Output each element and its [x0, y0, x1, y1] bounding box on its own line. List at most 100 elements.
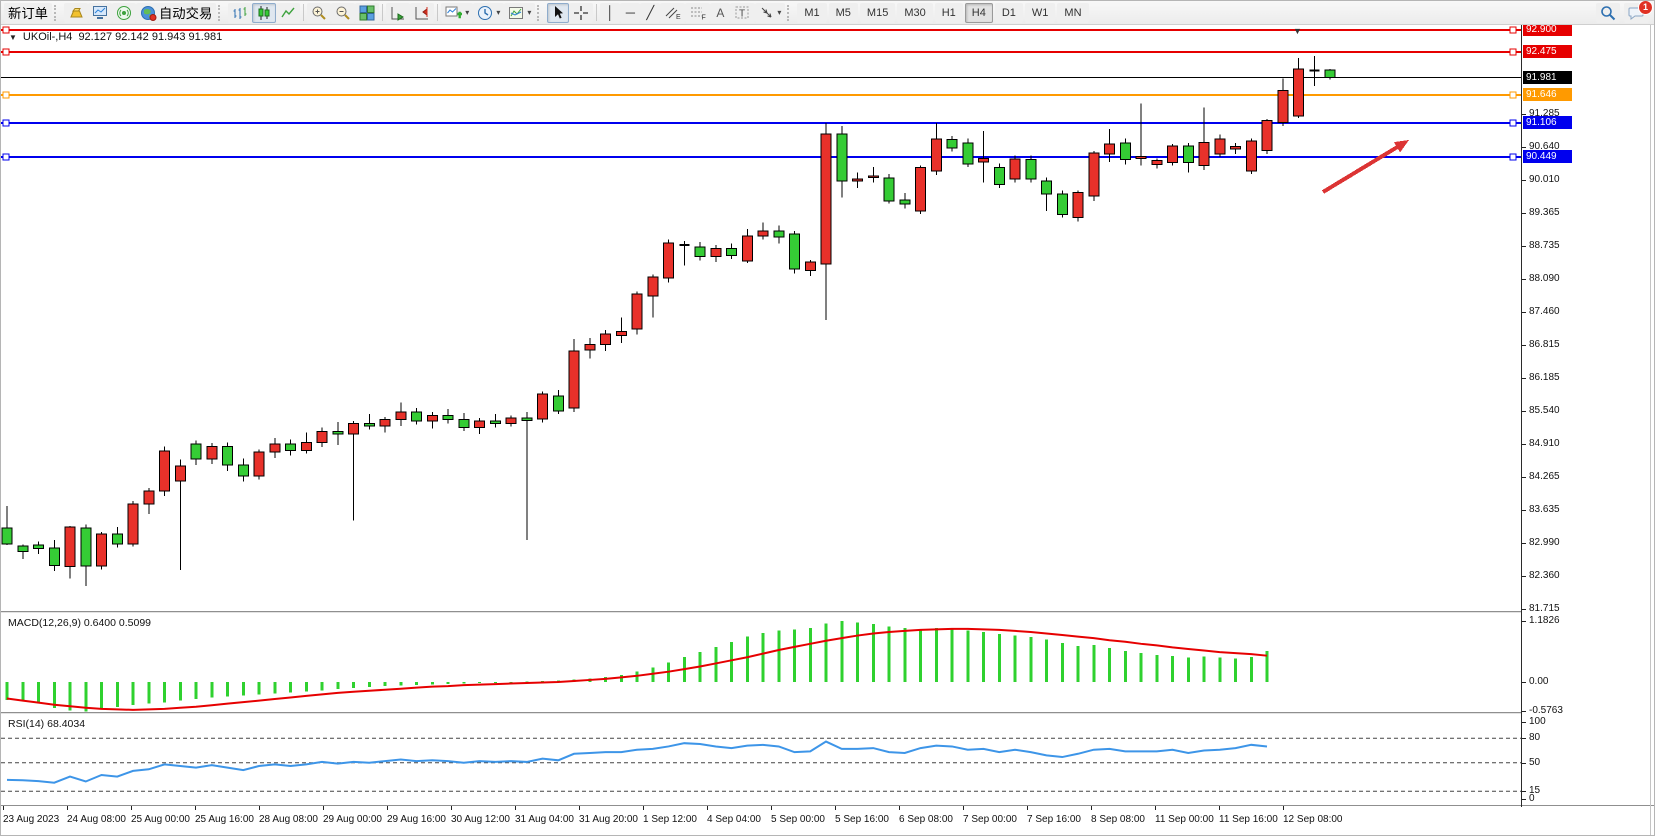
time-axis-label[interactable]: 7 Sep 00:00 — [963, 814, 1017, 825]
hline-anchor[interactable] — [2, 91, 10, 99]
time-axis-label[interactable]: 12 Sep 08:00 — [1283, 814, 1343, 825]
rsi-pane-canvas[interactable] — [1, 715, 1521, 805]
timeframe-button-M5[interactable]: M5 — [828, 2, 858, 23]
zoom-out-button[interactable] — [331, 2, 356, 23]
hline-anchor[interactable] — [2, 48, 10, 56]
time-axis-label[interactable]: 25 Aug 00:00 — [131, 814, 190, 825]
time-axis-label[interactable]: 1 Sep 12:00 — [643, 814, 697, 825]
pane-separator[interactable] — [1, 611, 1522, 614]
periods-button[interactable]: ▾ — [473, 2, 505, 23]
price-axis-tick-label: 89.365 — [1529, 206, 1560, 218]
hline-price-label[interactable]: 91.646 — [1523, 87, 1572, 101]
candle — [899, 199, 911, 205]
hline-price-label[interactable]: 90.449 — [1523, 149, 1572, 163]
macd-pane-canvas[interactable] — [1, 614, 1521, 714]
pane-separator[interactable] — [1, 712, 1522, 715]
time-axis-label[interactable]: 24 Aug 08:00 — [67, 814, 126, 825]
time-axis-label[interactable]: 29 Aug 00:00 — [323, 814, 382, 825]
signal-service-button[interactable] — [111, 2, 136, 23]
terminal-button[interactable] — [87, 2, 112, 23]
current-price-label[interactable]: 91.981 — [1523, 70, 1572, 84]
timeframe-button-M15[interactable]: M15 — [859, 2, 896, 23]
hline-anchor[interactable] — [1509, 91, 1517, 99]
text-tool-button[interactable]: A — [710, 2, 731, 23]
crosshair-tool-button[interactable] — [569, 2, 594, 23]
line-chart-type-button[interactable] — [276, 2, 301, 23]
gold-ingot-button[interactable] — [63, 2, 88, 23]
fibonacci-tool-button[interactable]: F — [685, 2, 711, 23]
tile-windows-button[interactable] — [355, 2, 380, 23]
time-axis-label[interactable]: 31 Aug 04:00 — [515, 814, 574, 825]
candlestick-type-button[interactable] — [252, 2, 277, 23]
arrows-tool-button[interactable]: ▾ — [755, 2, 786, 23]
timeframe-button-D1[interactable]: D1 — [994, 2, 1023, 23]
time-axis-label[interactable]: 29 Aug 16:00 — [387, 814, 446, 825]
hline-anchor[interactable] — [2, 153, 10, 161]
vline-tool-button[interactable]: │ — [600, 2, 621, 23]
arrow-annotation[interactable] — [1321, 145, 1399, 194]
quick-trade-toggle-icon[interactable]: ▼ — [9, 32, 17, 42]
time-axis-label[interactable]: 6 Sep 08:00 — [899, 814, 953, 825]
trendline-tool-button[interactable]: ╱ — [640, 2, 661, 23]
timeframe-button-MN[interactable]: MN — [1057, 2, 1089, 23]
auto-scroll-button[interactable] — [386, 2, 411, 23]
templates-button[interactable]: ▾ — [504, 2, 536, 23]
timeframe-button-M1[interactable]: M1 — [797, 2, 827, 23]
timeframe-button-W1[interactable]: W1 — [1024, 2, 1056, 23]
time-axis-label[interactable]: 8 Sep 08:00 — [1091, 814, 1145, 825]
candle — [363, 422, 375, 427]
new-order-button[interactable]: 新订单 — [4, 2, 52, 23]
auto-trading-button[interactable]: 自动交易 — [135, 2, 217, 23]
timeframe-button-H4[interactable]: H4 — [964, 2, 993, 23]
hline-anchor[interactable] — [1509, 48, 1517, 56]
time-axis-label[interactable]: 11 Sep 16:00 — [1219, 814, 1278, 825]
cursor-tool-button[interactable] — [547, 2, 570, 23]
chart-shift-button[interactable] — [410, 2, 435, 23]
hline-anchor[interactable] — [1509, 119, 1517, 127]
chart-shift-marker[interactable]: ▼ — [1293, 26, 1302, 36]
rsi-scale-label: 15 — [1529, 785, 1541, 797]
bar-chart-type-button[interactable] — [228, 2, 253, 23]
time-axis-label[interactable]: 31 Aug 20:00 — [579, 814, 638, 825]
hline-anchor[interactable] — [1509, 26, 1517, 34]
time-axis-label[interactable]: 4 Sep 04:00 — [707, 814, 761, 825]
price-axis-tick — [1522, 509, 1526, 511]
macd-label: MACD(12,26,9) 0.6400 0.5099 — [8, 617, 152, 629]
channel-tool-button[interactable]: E — [660, 2, 686, 23]
hline-price-label[interactable]: 91.106 — [1523, 115, 1572, 129]
time-axis-tick — [1091, 806, 1092, 810]
hline-anchor[interactable] — [2, 26, 10, 34]
time-axis-label[interactable]: 5 Sep 00:00 — [771, 814, 825, 825]
hline-anchor[interactable] — [2, 119, 10, 127]
time-axis-label[interactable]: 7 Sep 16:00 — [1027, 814, 1081, 825]
label-tool-button[interactable]: T — [730, 2, 756, 23]
hline-price-label[interactable]: 92.475 — [1523, 45, 1572, 58]
timeframe-button-H1[interactable]: H1 — [934, 2, 963, 23]
time-axis-label[interactable]: 11 Sep 00:00 — [1155, 814, 1214, 825]
time-axis-label[interactable]: 28 Aug 08:00 — [259, 814, 318, 825]
indicators-button[interactable]: ▾ — [441, 2, 474, 23]
time-axis-label[interactable]: 23 Aug 2023 — [3, 814, 60, 825]
rsi-scale-label: 100 — [1529, 716, 1546, 727]
candle — [1, 527, 13, 545]
line-chart-type-icon — [281, 7, 295, 17]
chevron-down-icon: ▾ — [527, 8, 532, 17]
arrows-icon — [761, 7, 772, 18]
time-axis-label[interactable]: 30 Aug 12:00 — [451, 814, 510, 825]
price-chart-canvas[interactable] — [1, 25, 1521, 611]
arrow-annotation-head[interactable] — [1393, 140, 1409, 153]
price-axis-tick — [1522, 443, 1526, 445]
timeframe-button-M30[interactable]: M30 — [897, 2, 933, 23]
notifications-button[interactable]: 1 — [1624, 1, 1653, 23]
price-axis-tick-label: 91.285 — [1529, 107, 1560, 119]
toolbar-grip — [53, 4, 60, 21]
zoom-in-button[interactable] — [307, 2, 332, 23]
hline-tool-button[interactable]: ─ — [620, 2, 641, 23]
time-axis-label[interactable]: 5 Sep 16:00 — [835, 814, 889, 825]
time-axis-label[interactable]: 25 Aug 16:00 — [195, 814, 254, 825]
candle — [33, 544, 44, 550]
time-axis-tick — [67, 806, 68, 810]
hline-anchor[interactable] — [1509, 153, 1517, 161]
search-button[interactable] — [1596, 2, 1620, 23]
hline-price-label[interactable]: 92.900 — [1523, 25, 1572, 36]
